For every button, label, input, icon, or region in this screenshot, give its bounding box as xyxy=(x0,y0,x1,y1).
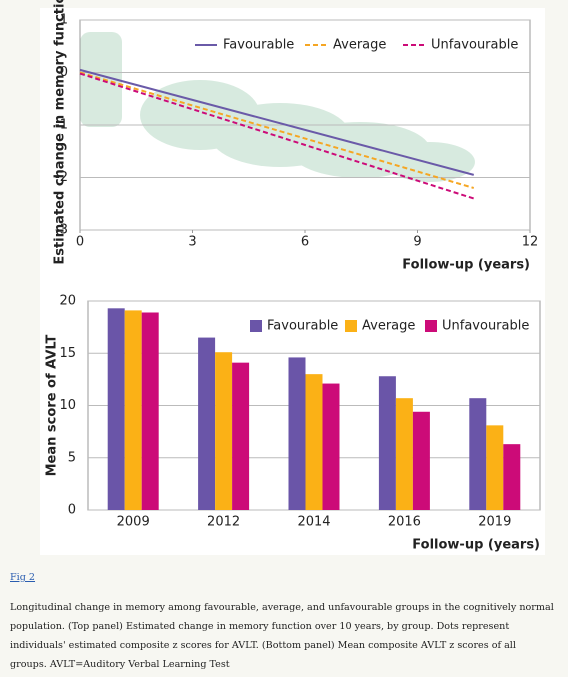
x-axis-label: Follow-up (years) xyxy=(412,538,540,553)
x-tick-label: 2016 xyxy=(388,515,421,530)
line xyxy=(79,72,475,200)
legend-label: Average xyxy=(362,319,415,334)
bar xyxy=(322,383,340,510)
legend-swatch xyxy=(250,320,262,332)
y-tick-label: 15 xyxy=(59,346,76,361)
legend-label: Unfavourable xyxy=(442,319,529,334)
y-tick-label: 10 xyxy=(59,398,76,413)
bar xyxy=(288,357,306,510)
legend-swatch xyxy=(345,320,357,332)
legend-label: Favourable xyxy=(223,38,294,53)
legend-label: Favourable xyxy=(267,319,338,334)
y-tick-label: 20 xyxy=(59,294,76,309)
x-tick-label: 2019 xyxy=(478,515,511,530)
x-tick-label: 2014 xyxy=(297,515,330,530)
legend-swatch xyxy=(425,320,437,332)
legend-label: Unfavourable xyxy=(431,38,518,53)
bar xyxy=(305,374,323,510)
x-tick-label: 2009 xyxy=(117,515,150,530)
line xyxy=(79,71,475,189)
bar xyxy=(215,352,233,510)
y-tick-label: 5 xyxy=(68,450,76,465)
bar xyxy=(141,312,159,510)
x-tick-label: 2012 xyxy=(207,515,240,530)
y-tick-label: -1 xyxy=(55,118,68,133)
caption: Longitudinal change in memory among favo… xyxy=(10,602,554,670)
bar xyxy=(198,337,216,510)
x-tick-label: 9 xyxy=(413,235,421,250)
legend-label: Average xyxy=(333,38,386,53)
y-axis-label: Estimated change in memory function xyxy=(53,0,68,265)
bar xyxy=(412,411,430,510)
bar xyxy=(469,398,487,510)
bar xyxy=(395,398,413,510)
x-tick-label: 12 xyxy=(522,235,539,250)
bar xyxy=(378,376,396,510)
bar xyxy=(232,362,250,510)
x-axis-label: Follow-up (years) xyxy=(402,258,530,273)
x-tick-label: 0 xyxy=(76,235,84,250)
x-tick-label: 3 xyxy=(188,235,196,250)
bar xyxy=(486,425,504,510)
x-tick-label: 6 xyxy=(301,235,309,250)
y-tick-label: -3 xyxy=(55,223,68,238)
bar xyxy=(503,444,521,510)
y-tick-label: 0 xyxy=(68,503,76,518)
bar xyxy=(107,308,125,510)
y-tick-label: 1 xyxy=(60,13,68,28)
line xyxy=(79,68,475,176)
y-tick-label: 0 xyxy=(60,65,68,80)
y-axis-label: Mean score of AVLT xyxy=(45,334,60,476)
figure-link[interactable]: Fig 2 xyxy=(10,572,36,583)
y-tick-label: -2 xyxy=(55,170,68,185)
bar xyxy=(124,310,142,510)
